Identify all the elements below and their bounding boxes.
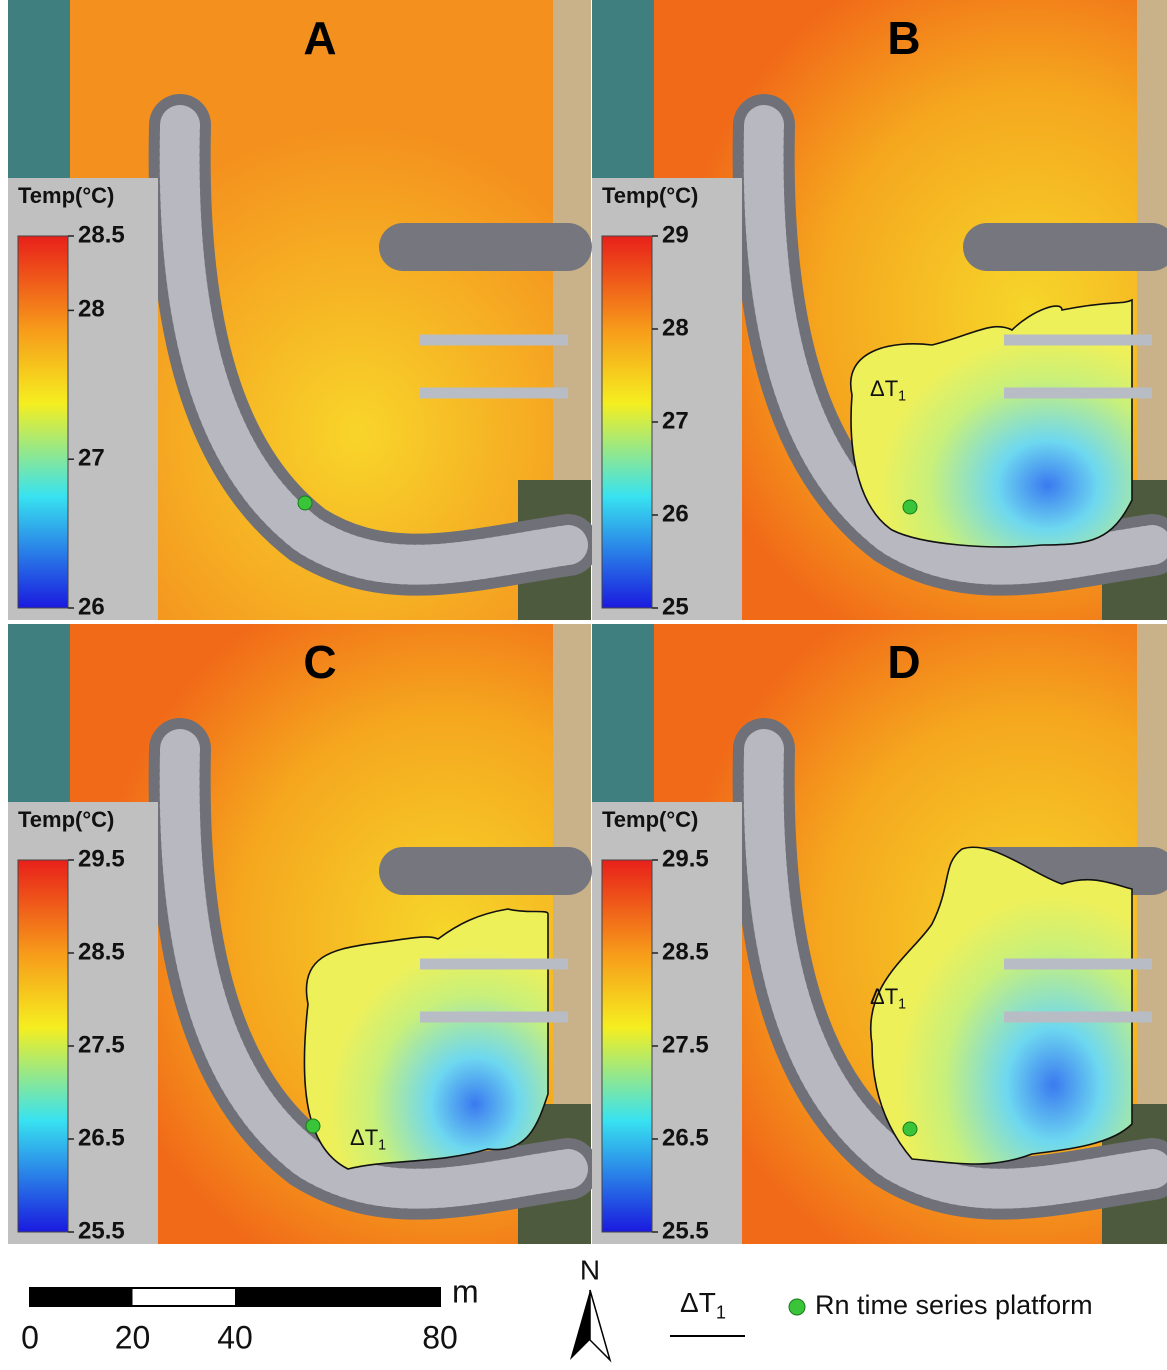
rn-platform (903, 1122, 917, 1136)
colorbar (602, 236, 652, 608)
sea-edge (8, 0, 70, 200)
colorbar-tick-label: 26 (78, 593, 105, 620)
colorbar (602, 860, 652, 1232)
legend-platform-marker (789, 1299, 805, 1315)
map-panel: ΔT1 C Temp(°C) 29.5 28.5 27.5 26.5 25.5 (8, 624, 591, 1244)
colorbar-tick-label: 27 (78, 445, 105, 472)
colorbar (18, 860, 68, 1232)
scale-bar-label: 80 (422, 1319, 458, 1355)
colorbar-tick-label: 25 (662, 593, 689, 620)
colorbar-tick-label: 26.5 (662, 1124, 709, 1151)
north-label: N (580, 1254, 600, 1285)
panel-label: D (887, 636, 920, 688)
scale-bar-segment (235, 1288, 440, 1306)
delta-t-label-sub: 1 (898, 996, 906, 1012)
sea-edge (8, 624, 70, 824)
colorbar-tick-label: 27.5 (662, 1031, 709, 1058)
legend-platform-label: Rn time series platform (815, 1290, 1093, 1320)
colorbar-tick-label: 28 (662, 314, 689, 341)
colorbar-tick-label: 28.5 (78, 938, 125, 965)
colorbar-tick-label: 29.5 (78, 845, 125, 872)
figure: ATemp(°C)28.5282726ΔT1BTemp(°C)292827262… (0, 0, 1167, 1365)
colorbar (18, 236, 68, 608)
colorbar-tick-label: 26.5 (78, 1124, 125, 1151)
scale-bar-segment (30, 1288, 133, 1306)
panel-label: C (303, 636, 336, 688)
north-arrow (570, 1290, 590, 1360)
legend-contour-label-main: ΔT (680, 1287, 716, 1318)
colorbar-tick-label: 27.5 (78, 1031, 125, 1058)
map-panel: ΔT1 B Temp(°C) 29 28 27 26 25 (592, 0, 1167, 620)
panel-label: A (303, 12, 336, 64)
colorbar-title: Temp(°C) (602, 807, 698, 832)
legend-area: 0 20 40 80 m N ΔT1 Rn time series platform (21, 1254, 1092, 1360)
delta-t-label-main: ΔT (870, 984, 898, 1009)
delta-t-label-main: ΔT (350, 1125, 378, 1150)
panel-label: B (887, 12, 920, 64)
scale-bar-label: 40 (217, 1319, 253, 1355)
colorbar-tick-label: 28.5 (662, 938, 709, 965)
colorbar-tick-label: 26 (662, 500, 689, 527)
colorbar-tick-label: 25.5 (78, 1217, 125, 1244)
colorbar-tick-label: 28.5 (78, 221, 125, 248)
delta-t-label-sub: 1 (898, 388, 906, 404)
legend-contour-label-sub: 1 (716, 1302, 726, 1322)
scale-bar-label: 0 (21, 1319, 39, 1355)
colorbar-tick-label: 29.5 (662, 845, 709, 872)
map-panel: A Temp(°C) 28.5 28 27 26 (8, 0, 591, 620)
delta-t-label-sub: 1 (378, 1137, 386, 1153)
colorbar-title: Temp(°C) (18, 807, 114, 832)
scale-bar-label: 20 (115, 1319, 151, 1355)
rn-platform (298, 496, 312, 510)
colorbar-tick-label: 29 (662, 221, 689, 248)
colorbar-title: Temp(°C) (18, 183, 114, 208)
rn-platform (306, 1119, 320, 1133)
colorbar-title: Temp(°C) (602, 183, 698, 208)
colorbar-tick-label: 28 (78, 296, 105, 323)
legend-contour-label: ΔT1 (680, 1287, 726, 1322)
colorbar-tick-label: 25.5 (662, 1217, 709, 1244)
rn-platform (903, 500, 917, 514)
sea-edge (592, 624, 654, 824)
delta-t-label-main: ΔT (870, 376, 898, 401)
north-arrow-half (590, 1290, 610, 1360)
map-panel: ΔT1 D Temp(°C) 29.5 28.5 27.5 26.5 25.5 (592, 624, 1167, 1244)
sea-edge (592, 0, 654, 200)
scale-bar-unit: m (452, 1273, 479, 1309)
colorbar-tick-label: 27 (662, 407, 689, 434)
